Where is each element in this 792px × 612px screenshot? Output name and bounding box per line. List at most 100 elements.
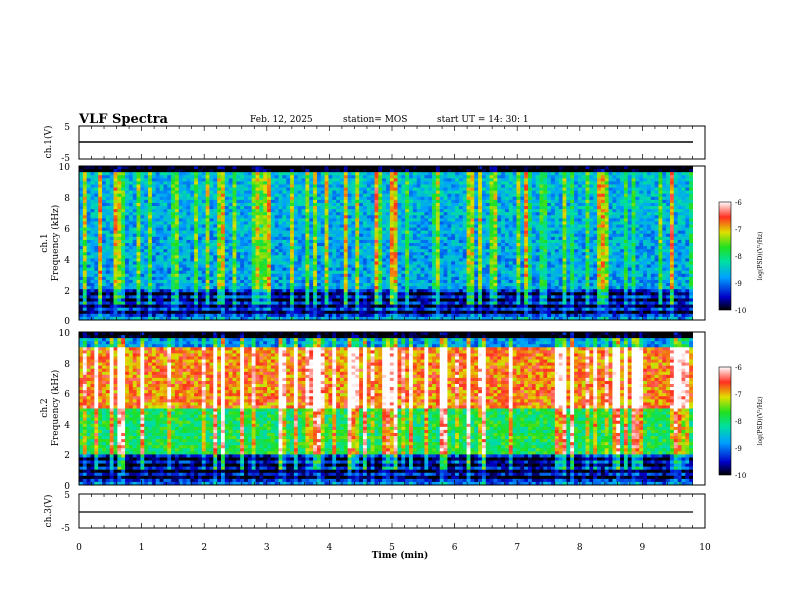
- spectrogram-cell: [236, 181, 241, 185]
- spectrogram-cell: [600, 181, 606, 185]
- spectrogram-cell: [251, 187, 256, 192]
- spectrogram-cell: [105, 212, 111, 216]
- spectrogram-cell: [666, 196, 671, 201]
- spectrogram-cell: [163, 233, 168, 238]
- spectrogram-cell: [282, 193, 287, 198]
- spectrogram-cell: [359, 224, 364, 228]
- spectrogram-cell: [90, 246, 95, 250]
- spectrogram-cell: [82, 236, 88, 241]
- spectrogram-cell: [474, 190, 479, 195]
- spectrogram-cell: [343, 233, 349, 238]
- spectrogram-cell: [148, 233, 153, 238]
- spectrogram-cell: [650, 199, 656, 204]
- spectrogram-cell: [447, 184, 452, 188]
- spectrogram-cell: [405, 230, 410, 235]
- spectrogram-cell: [566, 249, 571, 253]
- spectrogram-cell: [409, 190, 414, 195]
- spectrogram-cell: [236, 236, 241, 241]
- spectrogram-cell: [673, 255, 679, 259]
- spectrogram-cell: [217, 243, 222, 247]
- spectrogram-cell: [416, 206, 421, 210]
- spectrogram-cell: [508, 221, 514, 225]
- spectrogram-cell: [313, 249, 318, 253]
- spectrogram-cell: [393, 209, 398, 213]
- spectrogram-cell: [516, 199, 521, 204]
- spectrogram-cell: [489, 227, 494, 232]
- spectrogram-cell: [148, 258, 153, 262]
- spectrogram-cell: [220, 236, 226, 241]
- spectrogram-cell: [662, 246, 667, 250]
- spectrogram-cell: [220, 227, 226, 232]
- spectrogram-cell: [102, 206, 107, 210]
- spectrogram-cell: [470, 243, 475, 247]
- spectrogram-cell: [359, 175, 364, 179]
- spectrogram-cell: [527, 249, 533, 253]
- spectrogram-cell: [566, 215, 571, 219]
- spectrogram-cell: [397, 187, 402, 192]
- spectrogram-cell: [650, 212, 656, 216]
- spectrogram-cell: [159, 230, 164, 235]
- spectrogram-cell: [224, 243, 230, 247]
- spectrogram-cell: [612, 212, 617, 216]
- spectrogram-cell: [378, 233, 383, 238]
- spectrogram-cell: [159, 252, 164, 256]
- spectrogram-cell: [339, 236, 345, 241]
- spectrogram-cell: [673, 169, 679, 173]
- spectrogram-cell: [171, 227, 176, 232]
- spectrogram-cell: [140, 196, 145, 201]
- spectrogram-cell: [662, 212, 667, 216]
- spectrogram-cell: [163, 190, 168, 195]
- spectrogram-cell: [481, 249, 487, 253]
- spectrogram-cell: [370, 209, 375, 213]
- spectrogram-cell: [489, 252, 494, 256]
- spectrogram-cell: [681, 187, 686, 192]
- spectrogram-cell: [455, 236, 460, 241]
- spectrogram-cell: [412, 206, 418, 210]
- spectrogram-cell: [121, 212, 126, 216]
- spectrogram-cell: [305, 181, 310, 185]
- spectrogram-cell: [474, 233, 479, 238]
- spectrogram-cell: [447, 212, 452, 216]
- spectrogram-cell: [259, 218, 264, 222]
- spectrogram-cell: [666, 172, 671, 176]
- spectrogram-cell: [432, 166, 437, 170]
- spectrogram-cell: [320, 221, 325, 225]
- spectrogram-cell: [362, 218, 368, 222]
- spectrogram-cell: [332, 249, 337, 253]
- spectrogram-cell: [366, 246, 372, 250]
- spectrogram-cell: [597, 233, 602, 238]
- spectrogram-cell: [616, 233, 621, 238]
- spectrogram-cell: [401, 212, 406, 216]
- spectrogram-cell: [94, 243, 99, 247]
- spectrogram-cell: [631, 249, 636, 253]
- spectrogram-cell: [163, 169, 168, 173]
- spectrogram-cell: [82, 206, 88, 210]
- spectrogram-cell: [244, 181, 249, 185]
- spectrogram-cell: [416, 178, 421, 182]
- spectrogram-cell: [102, 233, 107, 238]
- spectrogram-cell: [635, 224, 640, 228]
- spectrogram-cell: [577, 178, 583, 182]
- spectrogram-cell: [581, 233, 586, 238]
- spectrogram-cell: [263, 252, 268, 256]
- spectrogram-cell: [512, 196, 517, 201]
- spectrogram-cell: [612, 255, 617, 259]
- spectrogram-cell: [343, 258, 349, 262]
- spectrogram-cell: [140, 181, 145, 185]
- spectrogram-cell: [224, 187, 230, 192]
- spectrogram-cell: [620, 178, 625, 182]
- spectrogram-cell: [585, 184, 590, 188]
- spectrogram-cell: [255, 218, 260, 222]
- spectrogram-cell: [374, 239, 379, 244]
- spectrogram-cell: [562, 172, 567, 176]
- spectrogram-cell: [79, 169, 84, 173]
- spectrogram-cell: [174, 246, 180, 250]
- spectrogram-cell: [270, 187, 276, 192]
- spectrogram-cell: [620, 181, 625, 185]
- spectrogram-cell: [293, 227, 299, 232]
- spectrogram-cell: [201, 230, 207, 235]
- spectrogram-cell: [489, 230, 494, 235]
- spectrogram-cell: [328, 221, 333, 225]
- spectrogram-cell: [508, 218, 514, 222]
- spectrogram-cell: [293, 243, 299, 247]
